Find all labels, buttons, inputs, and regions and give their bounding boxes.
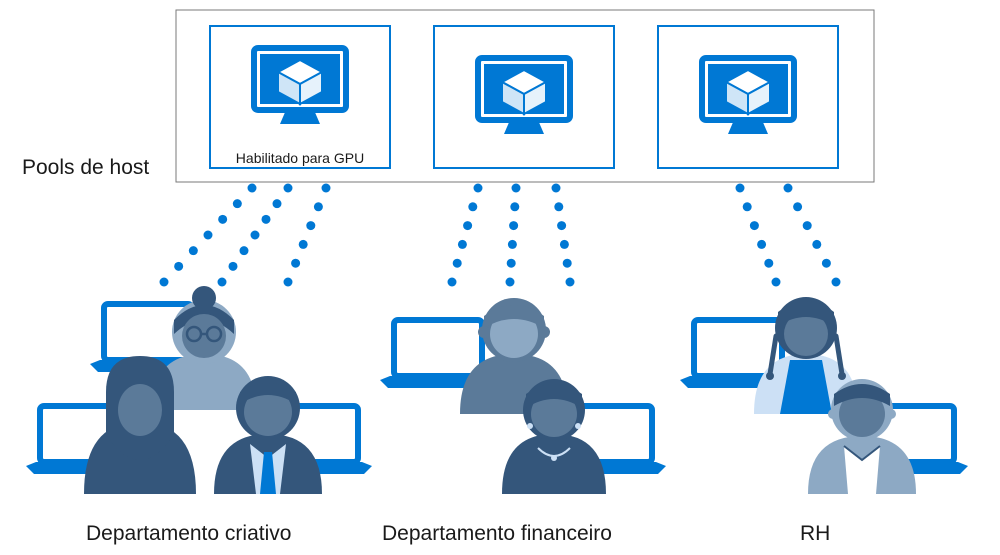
diagram-canvas: Pools de host Habilitado para GPU Depart… [0, 0, 1000, 555]
pools-label: Pools de host [22, 156, 149, 180]
people-layer [0, 0, 1000, 555]
gpu-enabled-label: Habilitado para GPU [230, 150, 370, 166]
dept-creative [26, 286, 372, 494]
dept-finance [380, 298, 666, 494]
dept-finance-label: Departamento financeiro [382, 522, 612, 546]
dept-creative-label: Departamento criativo [86, 522, 291, 546]
dept-hr-label: RH [800, 522, 830, 546]
dept-hr [680, 297, 968, 494]
